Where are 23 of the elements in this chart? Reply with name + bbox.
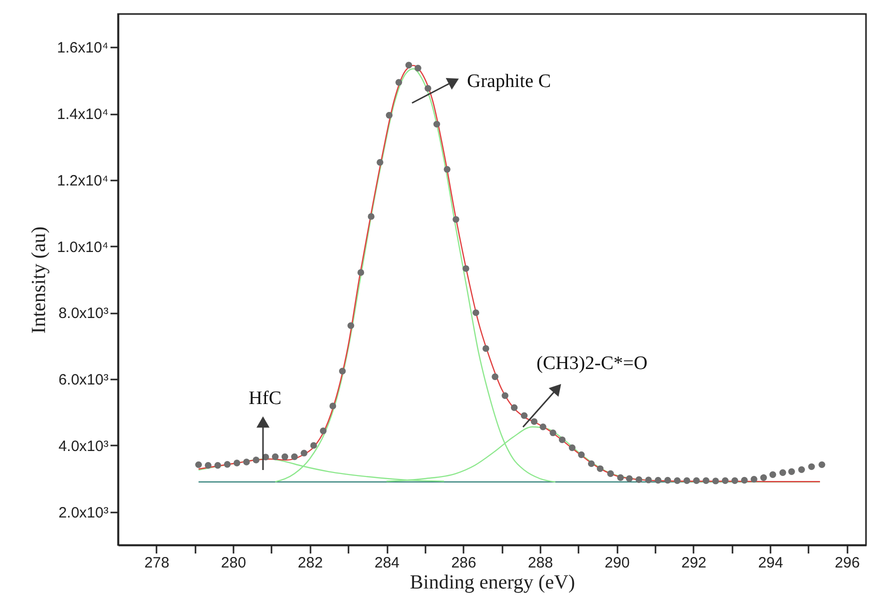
- y-tick-label: 6.0x10³: [58, 372, 108, 389]
- y-tick-label: 1.0x10⁴: [57, 238, 108, 256]
- x-tick-label: 278: [144, 554, 170, 572]
- annotation: HfC: [248, 388, 282, 409]
- annotation: (CH3)2-C*=O: [536, 353, 648, 374]
- y-tick-label: 8.0x10³: [58, 305, 108, 322]
- x-tick-label: 280: [221, 554, 246, 572]
- y-tick-label: 1.6x10⁴: [57, 40, 108, 57]
- x-tick-label: 290: [604, 554, 630, 572]
- x-axis-title: Binding energy (eV): [410, 572, 576, 594]
- annotation: Graphite C: [467, 71, 551, 92]
- y-tick-label: 4.0x10³: [58, 438, 108, 455]
- x-tick-label: 294: [758, 554, 784, 572]
- x-tick-label: 288: [528, 554, 553, 572]
- x-tick-label: 296: [834, 554, 860, 572]
- y-axis-title: Intensity (au): [28, 226, 50, 334]
- x-tick-label: 284: [374, 554, 400, 572]
- x-tick-label: 286: [451, 554, 476, 572]
- y-tick-label: 1.4x10⁴: [57, 106, 108, 124]
- y-tick-label: 2.0x10³: [58, 504, 108, 522]
- x-tick-label: 292: [681, 554, 706, 572]
- x-tick-label: 282: [298, 554, 323, 572]
- y-tick-label: 1.2x10⁴: [57, 172, 108, 190]
